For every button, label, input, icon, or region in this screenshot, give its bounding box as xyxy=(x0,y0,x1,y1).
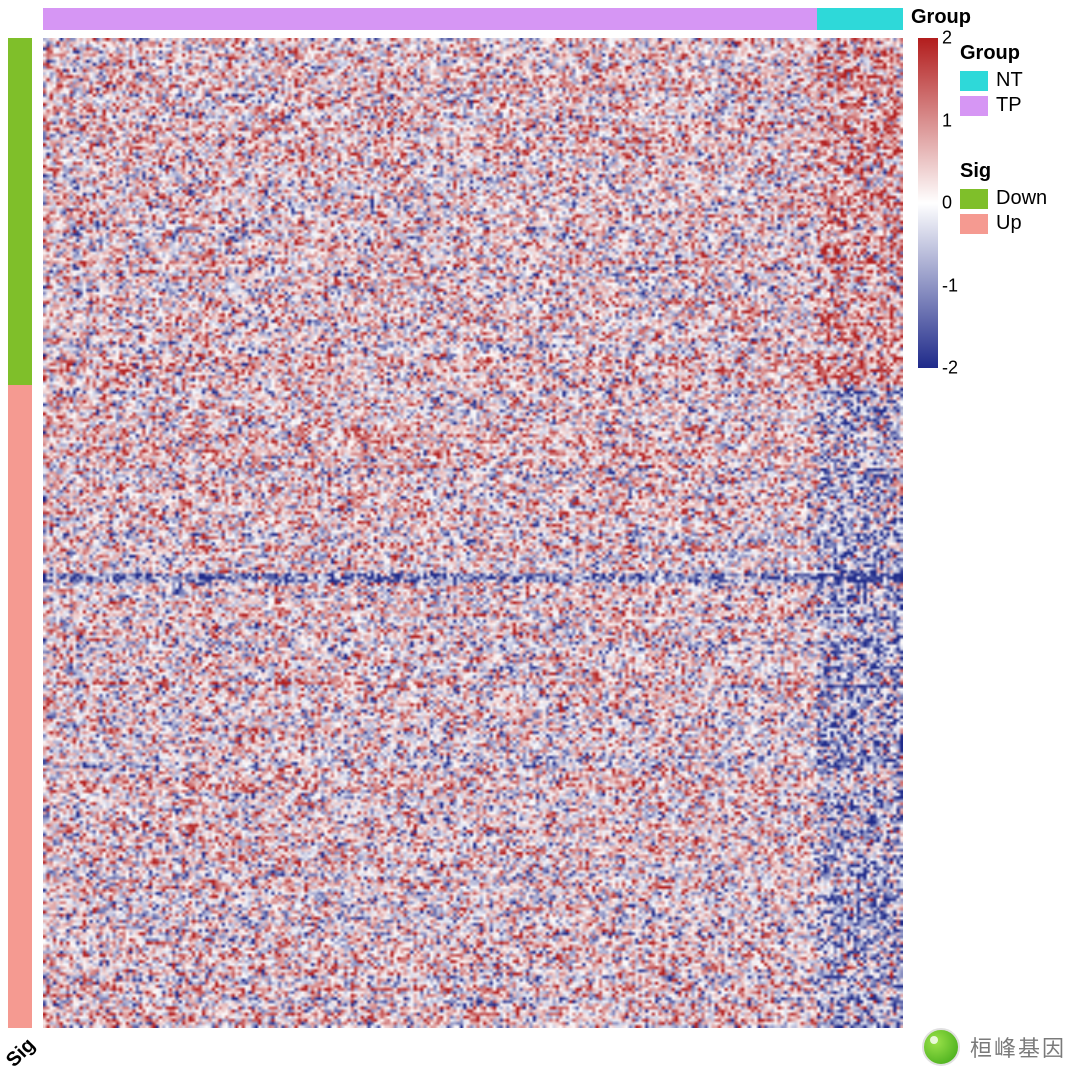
legend-group-item-nt: NT xyxy=(960,69,1023,92)
legend-label: TP xyxy=(996,94,1022,117)
colorbar-gradient xyxy=(918,38,938,368)
row-annotation-label: Sig xyxy=(2,1034,40,1072)
colorbar-tick: 2 xyxy=(942,28,952,49)
watermark-logo-icon xyxy=(922,1028,960,1066)
legend-group: Group NTTP xyxy=(960,42,1023,119)
legend-group-title: Group xyxy=(960,42,1023,65)
watermark: 桓峰基因 xyxy=(922,1028,1066,1066)
legend-swatch xyxy=(960,71,988,91)
legend-label: NT xyxy=(996,69,1023,92)
legend-swatch xyxy=(960,189,988,209)
legend-sig: Sig DownUp xyxy=(960,160,1047,237)
legend-group-item-tp: TP xyxy=(960,94,1023,117)
legend-label: Up xyxy=(996,212,1022,235)
colorbar-tick: -2 xyxy=(942,358,958,379)
legend-swatch xyxy=(960,214,988,234)
legend-label: Down xyxy=(996,187,1047,210)
legend-sig-item-up: Up xyxy=(960,212,1047,235)
legend-sig-title: Sig xyxy=(960,160,1047,183)
heatmap-canvas xyxy=(43,38,903,1028)
column-annotation-label: Group xyxy=(911,6,971,29)
group-segment-tp xyxy=(43,8,817,30)
heatmap-figure: Group Sig 210-1-2 Group NTTP Sig DownUp … xyxy=(0,0,1080,1080)
row-annotation-sig xyxy=(8,38,32,1028)
watermark-text: 桓峰基因 xyxy=(970,1031,1066,1063)
sig-segment-up xyxy=(8,385,32,1029)
colorbar-tick: -1 xyxy=(942,275,958,296)
colorbar-tick: 1 xyxy=(942,110,952,131)
group-segment-nt xyxy=(817,8,903,30)
column-annotation-group xyxy=(43,8,903,30)
legend-swatch xyxy=(960,96,988,116)
sig-segment-down xyxy=(8,38,32,385)
heatmap-body xyxy=(43,38,903,1028)
colorbar-tick: 0 xyxy=(942,193,952,214)
legend-sig-item-down: Down xyxy=(960,187,1047,210)
